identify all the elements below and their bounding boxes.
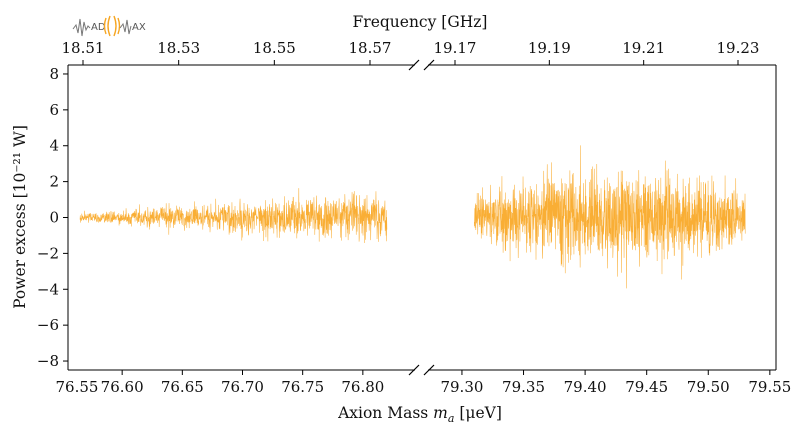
logo-text-left: AD — [91, 22, 106, 33]
mass-tick-label-left: 76.80 — [341, 378, 384, 396]
logo-text-right: AX — [132, 22, 146, 33]
y-tick-label: 6 — [49, 101, 59, 119]
mass-tick-label-left: 76.60 — [101, 378, 144, 396]
y-tick-label: −4 — [37, 280, 59, 298]
y-tick-label: 0 — [49, 209, 59, 227]
freq-tick-label-left: 18.55 — [253, 39, 296, 57]
mass-tick-label-right: 79.55 — [748, 378, 791, 396]
axis-break-mark — [408, 59, 420, 71]
y-tick-label: −6 — [37, 316, 59, 334]
bottom-axis-label: Axion Mass ma [μeV] — [337, 404, 502, 425]
mass-tick-label-right: 79.50 — [687, 378, 730, 396]
logo-wave-left — [72, 18, 91, 37]
madmax-logo: AD AX — [72, 15, 146, 37]
mass-tick-label-left: 76.70 — [221, 378, 264, 396]
y-tick-label: 2 — [49, 173, 59, 191]
logo-wave-right — [119, 19, 132, 35]
axis-break-mask — [415, 364, 428, 376]
mass-tick-label-right: 79.45 — [625, 378, 668, 396]
mass-tick-label-right: 79.35 — [502, 378, 545, 396]
top-axis-label: Frequency [GHz] — [353, 13, 488, 31]
mass-tick-label-right: 79.40 — [564, 378, 607, 396]
freq-tick-label-left: 18.53 — [157, 39, 200, 57]
logo-rings — [103, 15, 121, 37]
y-tick-label: −2 — [37, 244, 59, 262]
y-tick-label: 8 — [49, 65, 59, 83]
mass-tick-label-right: 79.30 — [440, 378, 483, 396]
y-axis-label: Power excess [10⁻²¹ W] — [11, 125, 29, 309]
plot-layer: 76.60 76.65 76.70 76.75 76.80 18.51 18.53 18.55… — [37, 39, 791, 396]
freq-tick-label-right: 19.17 — [434, 39, 477, 57]
y-tick-label: −8 — [37, 352, 59, 370]
freq-tick-label-right: 19.19 — [528, 39, 571, 57]
mass-tick-label-left: 76.65 — [161, 378, 204, 396]
axis-break-mark — [423, 59, 435, 71]
freq-tick-label-right: 19.21 — [622, 39, 665, 57]
axis-break-mask — [415, 59, 428, 71]
axis-break-mark — [423, 364, 435, 376]
freq-tick-label-right: 19.23 — [717, 39, 760, 57]
axis-break-mark — [408, 364, 420, 376]
mass-tick-label-left: 76.75 — [281, 378, 324, 396]
freq-tick-label-left: 18.51 — [62, 39, 105, 57]
series-trace-right — [473, 145, 746, 289]
freq-tick-label-left: 18.57 — [349, 39, 392, 57]
mass-tick-label-left-start: 76.55 — [56, 378, 99, 396]
y-tick-label: 4 — [49, 137, 59, 155]
series-trace-left — [79, 188, 388, 244]
